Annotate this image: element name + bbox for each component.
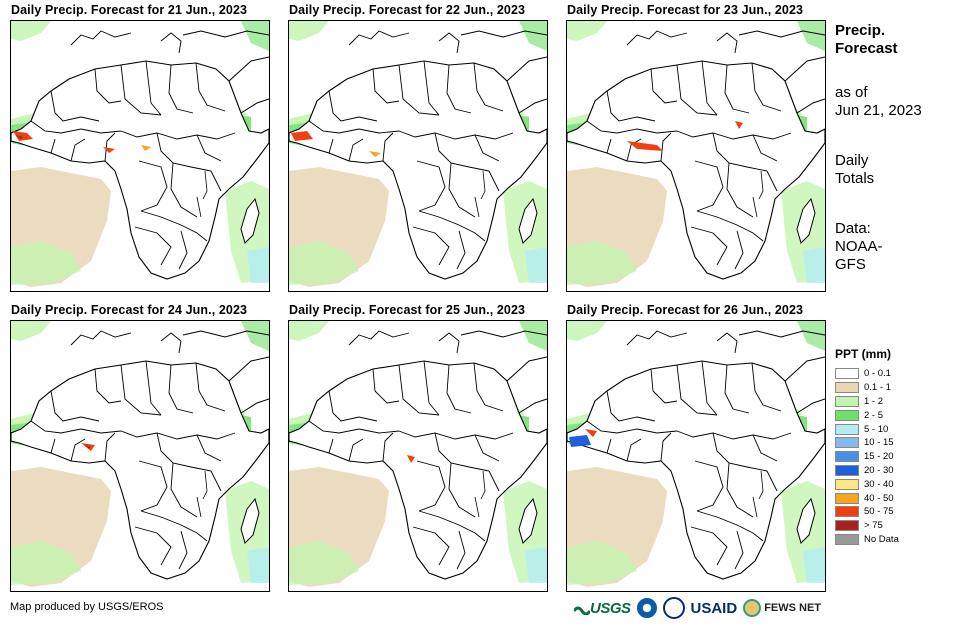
forecast-panel-6: Daily Precip. Forecast for 26 Jun., 2023 <box>566 303 826 592</box>
legend-swatch <box>835 478 859 490</box>
legend-item: 5 - 10 <box>835 422 965 436</box>
legend-item: 40 - 50 <box>835 491 965 505</box>
partner-logos: USGS USAID FEWS NET <box>574 596 834 620</box>
legend-swatch <box>835 451 859 463</box>
legend-swatch <box>835 520 859 532</box>
legend-label: 1 - 2 <box>864 395 884 407</box>
legend-item: > 75 <box>835 519 965 533</box>
legend-item: 1 - 2 <box>835 395 965 409</box>
panel-title: Daily Precip. Forecast for 21 Jun., 2023 <box>11 3 248 17</box>
forecast-panel-4: Daily Precip. Forecast for 24 Jun., 2023 <box>10 303 270 592</box>
panel-title: Daily Precip. Forecast for 26 Jun., 2023 <box>567 303 804 317</box>
legend-label: 10 - 15 <box>864 437 894 449</box>
legend-swatch <box>835 409 859 421</box>
usgs-logo: USGS <box>574 600 631 617</box>
precip-map <box>10 20 270 292</box>
usgs-text: USGS <box>590 599 631 617</box>
fews-text: FEWS NET <box>764 602 822 614</box>
legend-swatch <box>835 437 859 449</box>
usaid-seal-icon <box>662 597 685 619</box>
legend-swatch <box>835 464 859 476</box>
legend-item: 0.1 - 1 <box>835 381 965 395</box>
legend-swatch <box>835 492 859 504</box>
data-source-2: GFS <box>835 256 866 273</box>
forecast-panel-2: Daily Precip. Forecast for 22 Jun., 2023 <box>288 3 548 292</box>
noaa-emblem-icon <box>636 598 657 618</box>
data-label: Data: <box>835 220 871 237</box>
legend-label: 20 - 30 <box>864 464 894 476</box>
legend-item: 10 - 15 <box>835 436 965 450</box>
forecast-panel-3: Daily Precip. Forecast for 23 Jun., 2023 <box>566 3 826 292</box>
map-credit: Map produced by USGS/EROS <box>10 601 164 613</box>
legend-title: PPT (mm) <box>835 347 892 361</box>
legend-label: > 75 <box>864 520 883 532</box>
legend-label: 30 - 40 <box>864 478 894 490</box>
panel-title: Daily Precip. Forecast for 25 Jun., 2023 <box>289 303 526 317</box>
daily-label: Daily <box>835 152 869 169</box>
legend-swatch <box>835 368 859 380</box>
legend-label: 50 - 75 <box>864 506 894 518</box>
legend-label: No Data <box>864 533 899 545</box>
precip-map <box>288 20 548 292</box>
info-title-2: Forecast <box>835 40 898 57</box>
legend-item: 15 - 20 <box>835 450 965 464</box>
legend-label: 0 - 0.1 <box>864 368 891 380</box>
legend-item: 30 - 40 <box>835 477 965 491</box>
info-title-1: Precip. <box>835 22 886 39</box>
noaa-logo <box>636 598 657 618</box>
legend-item: 20 - 30 <box>835 464 965 478</box>
forecast-panel-1: Daily Precip. Forecast for 21 Jun., 2023 <box>10 3 270 292</box>
forecast-panel-5: Daily Precip. Forecast for 25 Jun., 2023 <box>288 303 548 592</box>
doi-logo <box>662 597 685 619</box>
usaid-text: USAID <box>690 599 738 617</box>
precip-map <box>566 320 826 592</box>
legend-swatch <box>835 423 859 435</box>
legend-swatch <box>835 533 859 545</box>
panel-title: Daily Precip. Forecast for 24 Jun., 2023 <box>11 303 248 317</box>
precip-map <box>288 320 548 592</box>
asof-date: Jun 21, 2023 <box>835 102 922 119</box>
usaid-logo: USAID <box>691 600 738 617</box>
data-source-1: NOAA- <box>835 238 883 255</box>
legend-label: 40 - 50 <box>864 492 894 504</box>
precip-map <box>10 320 270 592</box>
legend-swatch <box>835 506 859 518</box>
fews-globe-icon <box>743 599 762 617</box>
totals-label: Totals <box>835 170 875 187</box>
precip-map <box>566 20 826 292</box>
legend-label: 15 - 20 <box>864 451 894 463</box>
usgs-wave-icon <box>574 606 590 615</box>
map-info: Precip. Forecast as of Jun 21, 2023 Dail… <box>835 22 965 274</box>
legend-swatch <box>835 395 859 407</box>
legend-item: No Data <box>835 533 965 547</box>
legend-item: 0 - 0.1 <box>835 367 965 381</box>
asof-label: as of <box>835 84 868 101</box>
legend-swatch <box>835 382 859 394</box>
panel-title: Daily Precip. Forecast for 22 Jun., 2023 <box>289 3 526 17</box>
panel-title: Daily Precip. Forecast for 23 Jun., 2023 <box>567 3 804 17</box>
legend-label: 0.1 - 1 <box>864 382 891 394</box>
fews-logo: FEWS NET <box>743 599 821 617</box>
legend-item: 50 - 75 <box>835 505 965 519</box>
legend-label: 5 - 10 <box>864 423 889 435</box>
legend-item: 2 - 5 <box>835 408 965 422</box>
legend-label: 2 - 5 <box>864 409 884 421</box>
